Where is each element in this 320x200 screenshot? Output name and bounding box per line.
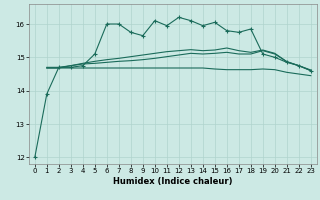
X-axis label: Humidex (Indice chaleur): Humidex (Indice chaleur) [113, 177, 233, 186]
